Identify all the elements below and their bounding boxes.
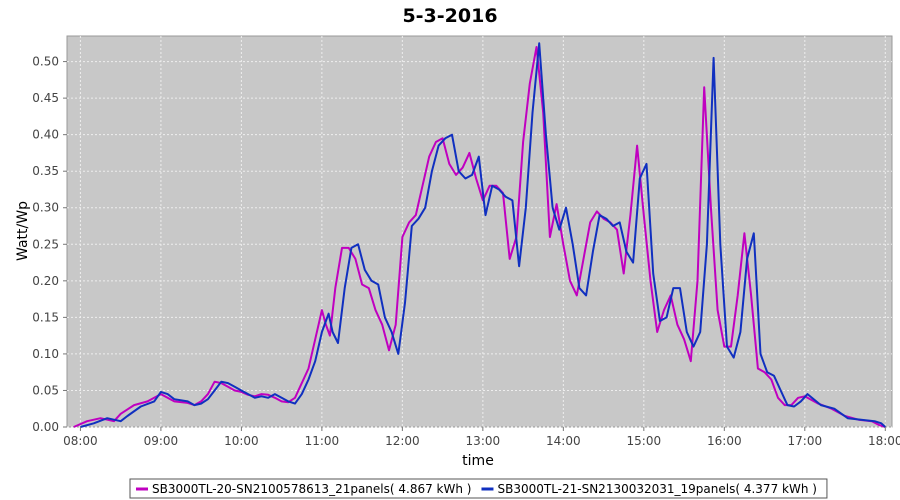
y-axis-label: Watt/Wp — [15, 201, 31, 261]
legend-box — [129, 478, 828, 499]
y-tick-label: 0.05 — [32, 383, 59, 397]
series-layer — [73, 42, 886, 428]
y-tick-label: 0.25 — [32, 237, 59, 251]
x-tick-label: 17:00 — [788, 434, 823, 448]
y-tick-label: 0.35 — [32, 164, 59, 178]
legend-label-2: SB3000TL-21-SN2130032031_19panels( 4.377… — [497, 482, 816, 496]
y-tick-label: 0.50 — [32, 55, 59, 69]
y-axis: 0.00 0.05 0.10 0.15 0.20 0.25 0.30 0.35 0.40 0.45… — [32, 55, 67, 434]
y-tick-label: 0.00 — [32, 420, 59, 434]
x-tick-label: 12:00 — [385, 434, 420, 448]
x-tick-label: 13:00 — [466, 434, 501, 448]
y-tick-label: 0.45 — [32, 91, 59, 105]
x-tick-label: 11:00 — [305, 434, 340, 448]
x-axis: 08:00 09:00 10:00 11:00 12:00 13:00 14:00 15:00… — [63, 427, 900, 448]
x-tick-label: 09:00 — [144, 434, 179, 448]
y-tick-label: 0.10 — [32, 347, 59, 361]
x-tick-label: 14:00 — [546, 434, 581, 448]
y-tick-label: 0.15 — [32, 310, 59, 324]
legend-label-1: SB3000TL-20-SN2100578613_21panels( 4.867… — [152, 482, 471, 496]
series-line-2 — [80, 42, 886, 428]
y-tick-label: 0.30 — [32, 201, 59, 215]
y-tick-label: 0.20 — [32, 274, 59, 288]
plot-area — [66, 35, 893, 428]
legend: SB3000TL-20-SN2100578613_21panels( 4.867… — [129, 478, 828, 499]
chart-title: 5-3-2016 — [402, 5, 497, 27]
x-tick-label: 10:00 — [224, 434, 259, 448]
x-axis-label: time — [462, 453, 494, 469]
x-tick-label: 18:00 — [868, 434, 900, 448]
x-tick-label: 15:00 — [627, 434, 662, 448]
x-tick-label: 16:00 — [707, 434, 742, 448]
x-tick-label: 08:00 — [63, 434, 98, 448]
y-tick-label: 0.40 — [32, 128, 59, 142]
